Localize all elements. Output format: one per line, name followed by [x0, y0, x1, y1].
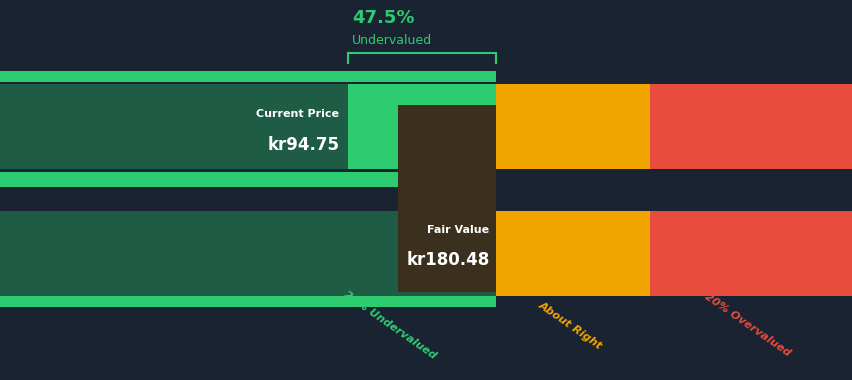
Bar	[649, 211, 852, 296]
Text: kr180.48: kr180.48	[406, 252, 489, 269]
Bar	[398, 105, 496, 292]
Text: Undervalued: Undervalued	[352, 35, 432, 48]
Bar	[0, 71, 496, 82]
Bar	[0, 211, 496, 296]
Text: Current Price: Current Price	[256, 109, 339, 119]
Text: Fair Value: Fair Value	[427, 225, 489, 235]
Text: 20% Overvalued: 20% Overvalued	[702, 292, 792, 359]
Text: 20% Undervalued: 20% Undervalued	[341, 290, 437, 361]
Bar	[0, 84, 348, 169]
Bar	[649, 84, 852, 169]
Bar	[0, 211, 496, 296]
Bar	[0, 296, 496, 307]
Bar	[0, 172, 496, 187]
Bar	[496, 211, 649, 296]
Bar	[0, 84, 496, 169]
Text: 47.5%: 47.5%	[352, 9, 414, 27]
Bar	[496, 84, 649, 169]
Text: About Right: About Right	[536, 299, 603, 351]
Text: kr94.75: kr94.75	[268, 136, 339, 154]
